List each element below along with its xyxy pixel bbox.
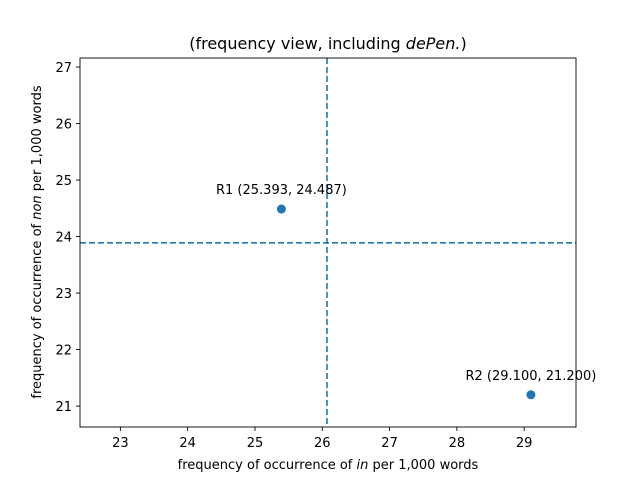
point-annotation-2: R2 (29.100, 21.200) <box>465 369 596 384</box>
data-point-1 <box>276 204 286 214</box>
y-tick-label: 23 <box>55 287 72 302</box>
y-tick-label: 25 <box>55 174 72 189</box>
y-axis-label: frequency of occurrence of non per 1,000… <box>30 85 45 398</box>
y-tick-label: 22 <box>55 344 72 359</box>
x-tick-label: 23 <box>112 436 129 451</box>
x-axis-label: frequency of occurrence of in per 1,000 … <box>178 458 479 473</box>
x-tick-label: 25 <box>247 436 264 451</box>
x-tick-label: 29 <box>516 436 533 451</box>
y-tick-label: 21 <box>55 400 72 415</box>
chart-title: (frequency view, including dePen.) <box>189 34 467 53</box>
x-tick-label: 27 <box>381 436 398 451</box>
y-tick-label: 24 <box>55 231 72 246</box>
x-tick-label: 28 <box>449 436 466 451</box>
x-tick-label: 24 <box>179 436 196 451</box>
point-annotation-1: R1 (25.393, 24.487) <box>216 183 347 198</box>
x-tick-label: 26 <box>314 436 331 451</box>
data-point-2 <box>526 390 536 400</box>
y-tick-label: 26 <box>55 118 72 133</box>
plot-frame <box>79 57 577 428</box>
y-tick-label: 27 <box>55 61 72 76</box>
